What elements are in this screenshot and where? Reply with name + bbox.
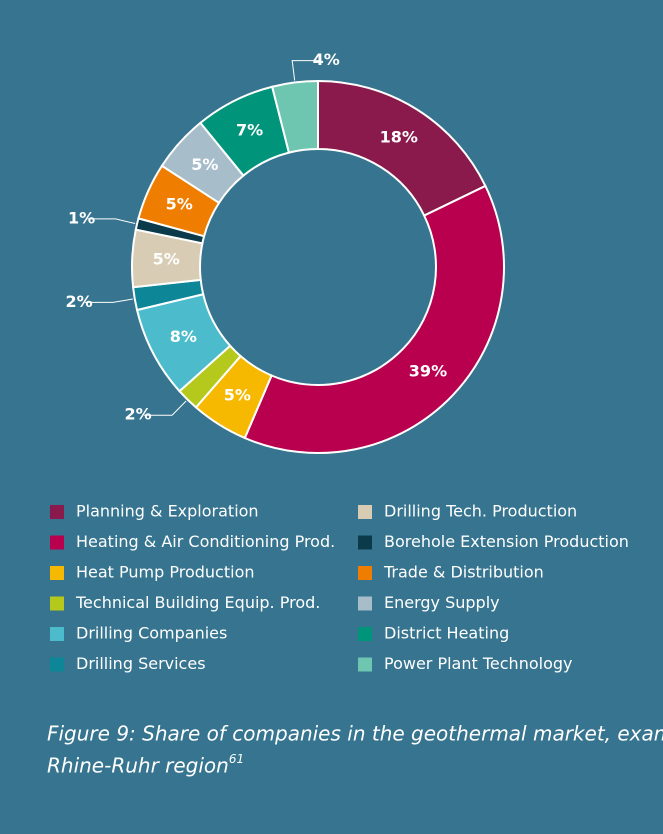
legend-swatch [50,566,64,580]
legend-swatch [50,505,64,519]
legend-swatch [358,627,372,641]
legend-label: Energy Supply [384,593,500,612]
data-label: 5% [153,249,180,268]
data-label: 5% [191,155,218,174]
legend-label: Borehole Extension Production [384,532,629,551]
legend-swatch [358,505,372,519]
legend-swatch [50,596,64,611]
footnote-ref: 61 [229,752,244,766]
legend-label: Planning & Exploration [76,502,259,521]
data-label: 39% [409,361,447,380]
legend-label: Heating & Air Conditioning Prod. [76,532,335,551]
legend-swatch [50,627,64,641]
donut-segment [270,79,319,154]
legend-label: Heat Pump Production [76,563,255,582]
data-label: 8% [170,327,197,346]
data-label: 4% [313,50,340,69]
leader-line [85,298,133,303]
data-label: 7% [236,121,263,140]
donut-segment [243,184,505,454]
caption-line-1: Figure 9: Share of companies in the geot… [47,722,663,746]
legend-label: Power Plant Technology [384,654,572,673]
caption-line-2: Rhine-Ruhr region61 [47,752,244,778]
data-label: 18% [380,128,418,147]
data-label: 5% [166,195,193,214]
legend-label: Drilling Services [76,654,206,673]
leader-line [291,60,321,81]
leader-line [144,400,187,416]
legend-label: District Heating [384,624,509,643]
data-label: 1% [68,208,95,227]
data-label: 2% [124,405,151,424]
legend-swatch [358,566,372,580]
legend-swatch [50,657,64,672]
legend-swatch [358,596,372,611]
legend-swatch [358,535,372,550]
legend-swatch [50,535,64,550]
data-label: 5% [224,385,251,404]
legend-label: Technical Building Equip. Prod. [75,593,320,612]
legend-swatch [358,657,372,672]
legend-label: Drilling Tech. Production [384,502,577,521]
legend-label: Drilling Companies [76,624,227,643]
legend-label: Trade & Distribution [383,563,544,582]
data-label: 2% [65,292,92,311]
leader-line [87,218,136,225]
